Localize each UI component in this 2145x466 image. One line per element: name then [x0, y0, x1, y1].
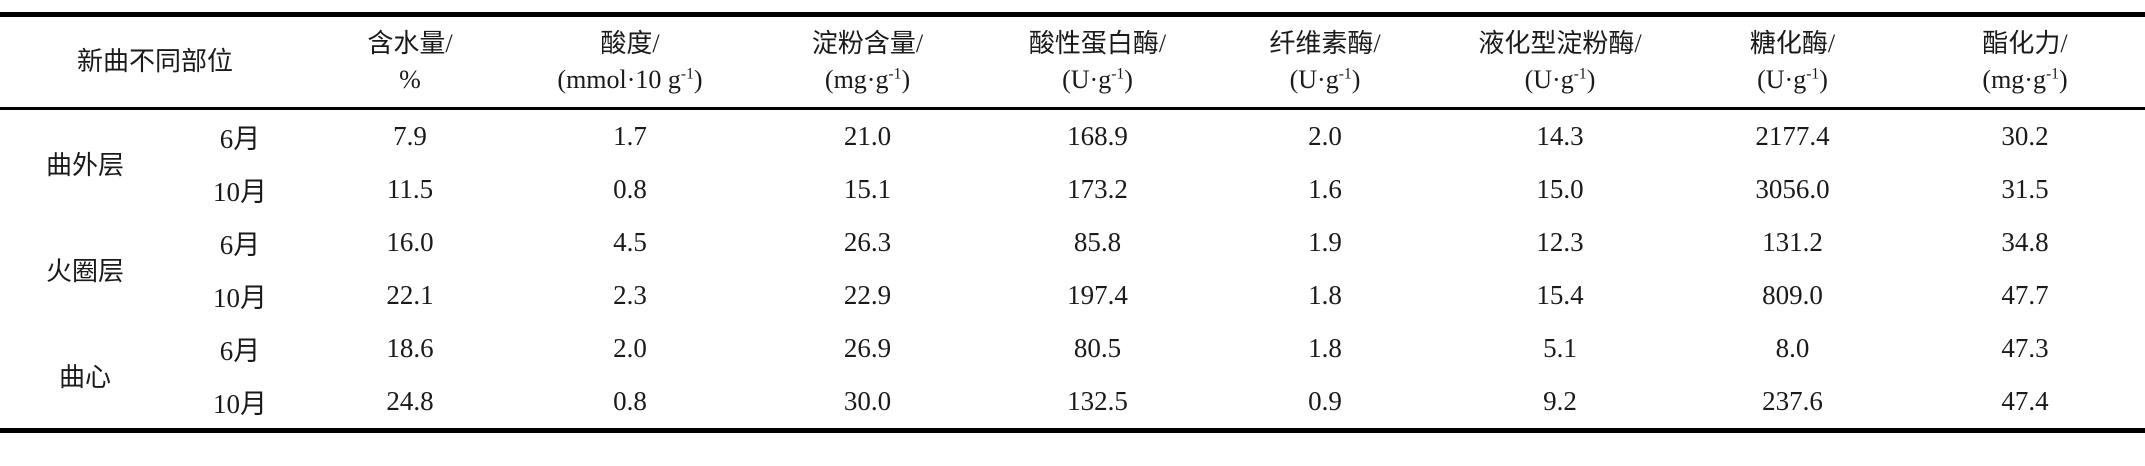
value-esterifying-power: 31.5	[2001, 174, 2049, 204]
month-cell: 6月	[219, 230, 261, 260]
table-row-outer-june: 曲外层 6月 7.9 1.7 21.0 168.9 2.0 14.3 2177.…	[0, 109, 2145, 180]
header-part-label: 新曲不同部位	[77, 47, 234, 76]
value-glucoamylase: 2177.4	[1755, 121, 1830, 151]
qu-parts-analysis-table: 新曲不同部位 含水量/ % 酸度/ (mmol·10 g-1) 淀粉含量/ (m…	[0, 12, 2145, 433]
value-cellulase: 2.0	[1308, 121, 1342, 151]
value-starch: 21.0	[843, 121, 892, 151]
column-header-starch: 淀粉含量/ (mg·g-1)	[750, 15, 985, 109]
part-label-qu-core: 曲心	[58, 362, 111, 392]
value-moisture: 24.8	[386, 386, 434, 416]
table-row-core-june: 曲心 6月 18.6 2.0 26.9 80.5 1.8 5.1 8.0 47.…	[0, 322, 2145, 392]
header-starch-name: 淀粉含量/	[811, 29, 924, 58]
value-liquefying-amylase: 12.3	[1536, 227, 1584, 257]
value-liquefying-amylase: 15.0	[1536, 174, 1584, 204]
header-acid-protease-unit: (U·g-1)	[1062, 65, 1133, 94]
header-esterifying-power-name: 酯化力/	[1982, 29, 2068, 58]
value-acidity: 2.0	[613, 333, 647, 363]
value-liquefying-amylase: 14.3	[1536, 121, 1584, 151]
value-moisture: 11.5	[386, 174, 434, 204]
value-esterifying-power: 47.7	[2001, 280, 2049, 310]
value-acid-protease: 85.8	[1073, 227, 1122, 257]
value-esterifying-power: 47.3	[2001, 333, 2049, 363]
header-moisture-name: 含水量/	[367, 29, 453, 58]
column-header-acid-protease: 酸性蛋白酶/ (U·g-1)	[985, 15, 1210, 109]
value-acidity: 1.7	[613, 121, 647, 151]
part-label-fire-ring-layer: 火圈层	[45, 256, 124, 286]
value-cellulase: 1.8	[1308, 333, 1342, 363]
header-starch-unit: (mg·g-1)	[824, 65, 911, 94]
table-row-core-october: 10月 24.8 0.8 30.0 132.5 0.9 9.2 237.6 47…	[0, 375, 2145, 431]
table-body: 曲外层 6月 7.9 1.7 21.0 168.9 2.0 14.3 2177.…	[0, 109, 2145, 431]
header-acidity-unit: (mmol·10 g-1)	[557, 65, 703, 94]
table-row-outer-october: 10月 11.5 0.8 15.1 173.2 1.6 15.0 3056.0 …	[0, 163, 2145, 216]
value-cellulase: 1.8	[1308, 280, 1342, 310]
value-acid-protease: 173.2	[1067, 174, 1128, 204]
value-glucoamylase: 3056.0	[1755, 174, 1830, 204]
month-cell: 6月	[219, 336, 261, 366]
value-starch: 26.9	[843, 333, 892, 363]
header-glucoamylase-unit: (U·g-1)	[1757, 65, 1828, 94]
value-acidity: 0.8	[613, 174, 647, 204]
value-acid-protease: 168.9	[1067, 121, 1128, 151]
value-acid-protease: 197.4	[1067, 280, 1128, 310]
column-header-part: 新曲不同部位	[0, 15, 310, 109]
header-cellulase-unit: (U·g-1)	[1289, 65, 1361, 94]
value-acid-protease: 80.5	[1073, 333, 1122, 363]
month-cell: 10月	[213, 283, 267, 313]
header-esterifying-power-unit: (mg·g-1)	[1982, 65, 2068, 94]
header-liquefying-amylase-name: 液化型淀粉酶/	[1478, 29, 1642, 58]
value-cellulase: 0.9	[1308, 386, 1342, 416]
header-row: 新曲不同部位 含水量/ % 酸度/ (mmol·10 g-1) 淀粉含量/ (m…	[0, 15, 2145, 109]
value-starch: 26.3	[843, 227, 892, 257]
value-glucoamylase: 237.6	[1762, 386, 1823, 416]
value-esterifying-power: 30.2	[2001, 121, 2049, 151]
table-header: 新曲不同部位 含水量/ % 酸度/ (mmol·10 g-1) 淀粉含量/ (m…	[0, 15, 2145, 109]
column-header-esterifying-power: 酯化力/ (mg·g-1)	[1905, 15, 2145, 109]
column-header-cellulase: 纤维素酶/ (U·g-1)	[1210, 15, 1440, 109]
value-esterifying-power: 34.8	[2001, 227, 2049, 257]
header-glucoamylase-name: 糖化酶/	[1749, 29, 1836, 58]
header-cellulase-name: 纤维素酶/	[1269, 29, 1381, 58]
table-row-fire-ring-june: 火圈层 6月 16.0 4.5 26.3 85.8 1.9 12.3 131.2…	[0, 216, 2145, 286]
value-glucoamylase: 8.0	[1775, 333, 1810, 363]
value-liquefying-amylase: 5.1	[1543, 333, 1577, 363]
value-acid-protease: 132.5	[1067, 386, 1128, 416]
table-row-fire-ring-october: 10月 22.1 2.3 22.9 197.4 1.8 15.4 809.0 4…	[0, 269, 2145, 322]
value-moisture: 18.6	[386, 333, 434, 363]
value-acidity: 4.5	[613, 227, 647, 257]
month-cell: 6月	[219, 124, 261, 154]
column-header-moisture: 含水量/ %	[310, 15, 510, 109]
value-starch: 15.1	[843, 174, 892, 204]
value-starch: 22.9	[843, 280, 892, 310]
value-moisture: 22.1	[386, 280, 434, 310]
part-label-outer-layer: 曲外层	[45, 150, 124, 180]
value-esterifying-power: 47.4	[2001, 386, 2049, 416]
value-cellulase: 1.6	[1308, 174, 1342, 204]
column-header-liquefying-amylase: 液化型淀粉酶/ (U·g-1)	[1440, 15, 1680, 109]
value-glucoamylase: 131.2	[1762, 227, 1823, 257]
value-starch: 30.0	[843, 386, 892, 416]
header-liquefying-amylase-unit: (U·g-1)	[1524, 65, 1596, 94]
value-liquefying-amylase: 9.2	[1543, 386, 1577, 416]
header-moisture-unit: %	[399, 65, 421, 94]
value-glucoamylase: 809.0	[1762, 280, 1823, 310]
value-liquefying-amylase: 15.4	[1536, 280, 1584, 310]
value-acidity: 0.8	[613, 386, 647, 416]
value-acidity: 2.3	[613, 280, 647, 310]
column-header-acidity: 酸度/ (mmol·10 g-1)	[510, 15, 750, 109]
header-acid-protease-name: 酸性蛋白酶/	[1028, 29, 1167, 58]
value-cellulase: 1.9	[1308, 227, 1342, 257]
month-cell: 10月	[213, 177, 267, 207]
column-header-glucoamylase: 糖化酶/ (U·g-1)	[1680, 15, 1905, 109]
header-acidity-name: 酸度/	[600, 29, 660, 58]
value-moisture: 7.9	[393, 121, 427, 151]
value-moisture: 16.0	[386, 227, 434, 257]
month-cell: 10月	[213, 389, 267, 419]
